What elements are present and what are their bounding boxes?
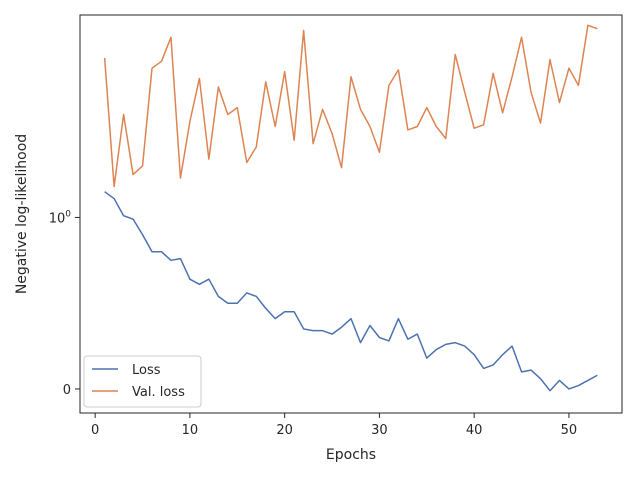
axes-frame [79, 14, 623, 414]
y-axis-title: Negative log-likelihood [14, 134, 30, 294]
series-lines [103, 24, 598, 392]
y-tick-label: 0 [63, 383, 71, 398]
x-tick-label: 50 [561, 423, 578, 438]
legend-label-loss: Loss [132, 363, 161, 378]
x-tick-label: 30 [371, 423, 388, 438]
x-tick-label: 0 [91, 423, 99, 438]
legend: Loss Val. loss [83, 355, 202, 408]
y-tick-label: 100 [49, 209, 72, 226]
x-tick-label: 10 [182, 423, 199, 438]
x-tick-label: 40 [466, 423, 483, 438]
x-tick-label: 20 [276, 423, 293, 438]
legend-label-val-loss: Val. loss [132, 385, 185, 400]
axis-ticks: 0 10 20 30 40 50 0 100 [49, 209, 577, 438]
x-axis-title: Epochs [326, 447, 376, 463]
series-line-loss [104, 191, 598, 392]
series-line-val-loss [103, 24, 598, 188]
